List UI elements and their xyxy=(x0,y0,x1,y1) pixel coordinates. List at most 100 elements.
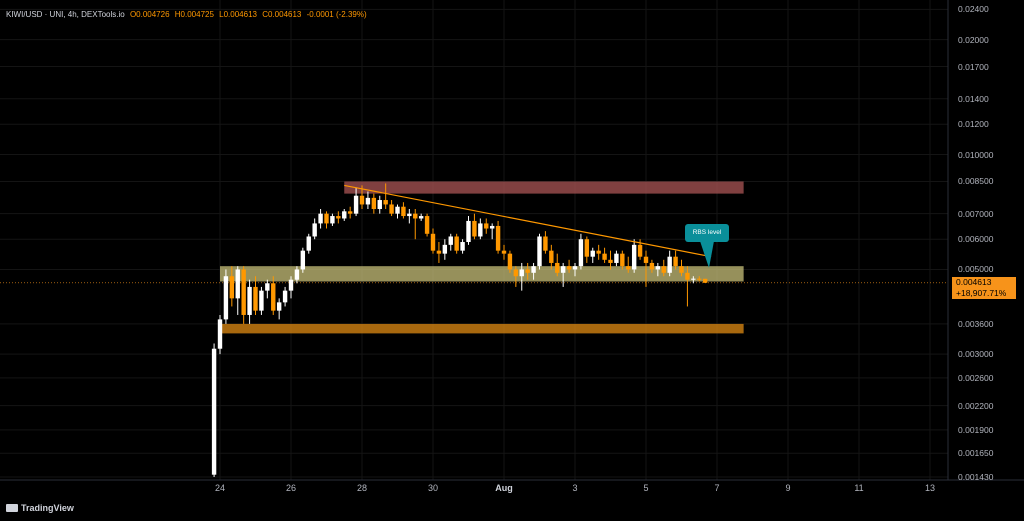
candle-body[interactable] xyxy=(259,290,264,311)
candle-body[interactable] xyxy=(649,262,655,270)
candle-body[interactable] xyxy=(306,236,311,251)
candle-body[interactable] xyxy=(466,220,471,243)
candle-body[interactable] xyxy=(253,286,258,311)
candle-body[interactable] xyxy=(271,283,276,311)
candle-body[interactable] xyxy=(371,197,377,209)
candle-body[interactable] xyxy=(418,216,424,219)
candle-body[interactable] xyxy=(217,319,223,349)
candle-body[interactable] xyxy=(501,250,507,254)
candle-body[interactable] xyxy=(620,253,625,267)
candle-body[interactable] xyxy=(602,253,607,260)
candle-body[interactable] xyxy=(395,206,400,214)
price-tick-label: 0.003600 xyxy=(958,318,994,329)
candle-body[interactable] xyxy=(282,290,288,303)
price-tick-label: 0.002200 xyxy=(958,400,994,411)
price-tick-label: 0.010000 xyxy=(958,149,994,160)
candle-body[interactable] xyxy=(472,220,477,237)
candle-body[interactable] xyxy=(584,239,590,257)
zone-rbs-level[interactable] xyxy=(220,266,744,282)
candle-body[interactable] xyxy=(424,216,430,234)
candle-body[interactable] xyxy=(300,250,306,270)
candle-body[interactable] xyxy=(507,253,513,270)
candle-body[interactable] xyxy=(413,213,418,219)
candle-body[interactable] xyxy=(697,278,702,280)
candle-body[interactable] xyxy=(276,302,282,311)
candle-body[interactable] xyxy=(407,213,412,217)
candle-body[interactable] xyxy=(543,236,548,251)
last-price-badge: 0.004613 +18,907.71% xyxy=(952,277,1016,299)
price-tick-label: 0.005000 xyxy=(958,264,994,275)
candle-body[interactable] xyxy=(667,256,672,273)
rbs-level-note[interactable]: RBS level xyxy=(685,224,729,242)
candle-body[interactable] xyxy=(342,211,347,219)
candle-body[interactable] xyxy=(223,276,229,320)
candle-body[interactable] xyxy=(318,213,323,224)
candle-body[interactable] xyxy=(673,256,678,267)
time-tick-label: 9 xyxy=(785,483,791,493)
candle-body[interactable] xyxy=(519,269,524,277)
candle-body[interactable] xyxy=(555,262,560,273)
tradingview-logo[interactable]: TradingView xyxy=(6,503,74,513)
candle-body[interactable] xyxy=(614,253,619,263)
candle-body[interactable] xyxy=(484,223,489,229)
candle-body[interactable] xyxy=(324,213,329,224)
candle-body[interactable] xyxy=(549,250,554,263)
candle-body[interactable] xyxy=(401,206,406,217)
candle-body[interactable] xyxy=(442,244,448,254)
candle-body[interactable] xyxy=(235,269,240,299)
candle-body[interactable] xyxy=(389,204,394,214)
candle-body[interactable] xyxy=(679,266,684,273)
candle-body[interactable] xyxy=(377,200,382,209)
candle-body[interactable] xyxy=(229,276,235,299)
candle-body[interactable] xyxy=(578,239,584,267)
zone-support[interactable] xyxy=(220,323,744,334)
candle-body[interactable] xyxy=(643,256,649,263)
candle-body[interactable] xyxy=(454,236,459,251)
candle-body[interactable] xyxy=(495,225,501,251)
candle-body[interactable] xyxy=(489,225,495,229)
candle-body[interactable] xyxy=(513,269,519,277)
candle-body[interactable] xyxy=(211,348,217,475)
candle-body[interactable] xyxy=(525,269,530,273)
candle-body[interactable] xyxy=(430,233,436,251)
candle-body[interactable] xyxy=(608,259,613,263)
candle-body[interactable] xyxy=(353,195,359,214)
candle-body[interactable] xyxy=(531,266,536,273)
candle-body[interactable] xyxy=(478,223,483,237)
candle-body[interactable] xyxy=(247,286,252,315)
candle-body[interactable] xyxy=(365,197,371,205)
candle-body[interactable] xyxy=(347,211,353,214)
symbol-label[interactable]: KIWI/USD · UNI, 4h, DEXTools.io xyxy=(6,10,125,19)
candle-body[interactable] xyxy=(448,236,453,245)
candle-body[interactable] xyxy=(537,236,542,267)
zone-resistance[interactable] xyxy=(344,181,744,194)
candle-body[interactable] xyxy=(596,250,601,254)
candle-body[interactable] xyxy=(312,223,317,237)
candle-body[interactable] xyxy=(631,244,637,270)
candle-body[interactable] xyxy=(294,269,300,280)
candle-body[interactable] xyxy=(359,195,365,205)
candle-body[interactable] xyxy=(626,266,631,270)
candle-body[interactable] xyxy=(288,279,294,291)
price-tick-label: 0.01400 xyxy=(958,93,989,104)
candle-body[interactable] xyxy=(436,250,442,254)
candle-body[interactable] xyxy=(330,216,335,224)
candle-body[interactable] xyxy=(637,244,643,257)
candle-body[interactable] xyxy=(590,250,595,257)
candle-body[interactable] xyxy=(241,269,246,315)
trendline[interactable] xyxy=(344,184,712,258)
candle-body[interactable] xyxy=(460,242,465,251)
candle-body[interactable] xyxy=(336,216,341,219)
candle-body[interactable] xyxy=(655,266,661,270)
time-tick-label: 24 xyxy=(214,483,226,493)
candle-body[interactable] xyxy=(383,200,388,205)
candle-body[interactable] xyxy=(661,266,666,273)
candle-body[interactable] xyxy=(691,278,696,280)
candle-body[interactable] xyxy=(560,266,566,273)
candle-body[interactable] xyxy=(572,266,578,270)
candle-body[interactable] xyxy=(566,266,572,270)
candle-body[interactable] xyxy=(265,283,270,291)
candle-body[interactable] xyxy=(702,278,708,283)
candle-body[interactable] xyxy=(685,272,690,280)
